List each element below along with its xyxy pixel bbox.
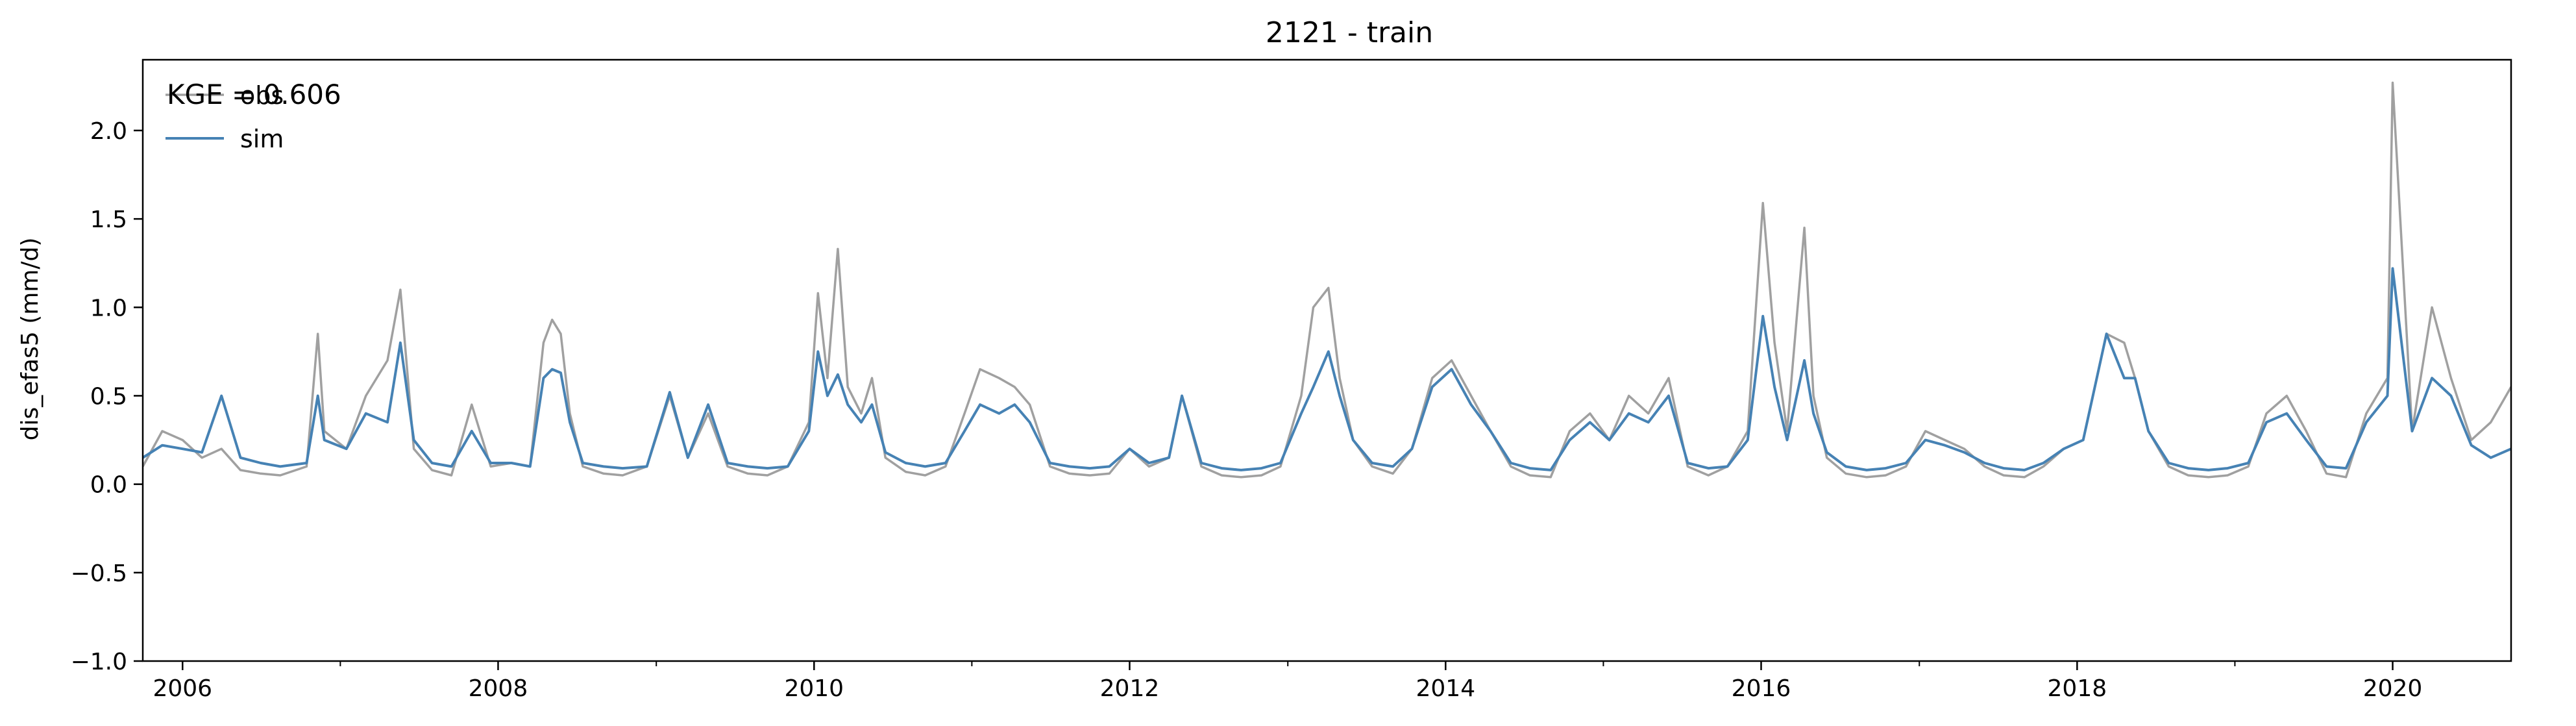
legend: obs sim <box>166 81 284 153</box>
legend-sim-label: sim <box>240 125 284 153</box>
y-tick-label: −0.5 <box>71 560 127 587</box>
x-tick-label: 2020 <box>2363 675 2423 702</box>
y-tick-label: 2.0 <box>90 118 127 145</box>
y-axis: −1.0 −0.5 0.0 0.5 1.0 1.5 2.0 <box>71 118 143 675</box>
y-tick-label: 1.5 <box>90 207 127 233</box>
y-axis-label: dis_efas5 (mm/d) <box>17 238 43 441</box>
series-line-sim <box>143 267 2511 471</box>
x-tick-label: 2010 <box>784 675 844 702</box>
x-tick-label: 2016 <box>1732 675 1791 702</box>
legend-obs-label: obs <box>240 81 284 110</box>
series-layer <box>143 81 2511 479</box>
y-tick-label: 0.0 <box>90 472 127 499</box>
x-tick-label: 2018 <box>2048 675 2107 702</box>
chart-title: 2121 - train <box>1266 16 1433 49</box>
y-tick-label: 0.5 <box>90 383 127 410</box>
x-tick-label: 2008 <box>469 675 528 702</box>
plot-frame <box>141 58 2512 662</box>
x-tick-label: 2014 <box>1416 675 1476 702</box>
x-axis: 2006 2008 2010 2012 2014 2016 2018 2020 <box>153 661 2422 702</box>
x-tick-label: 2012 <box>1100 675 1160 702</box>
x-tick-label: 2006 <box>153 675 212 702</box>
kge-annotation: KGE = 0.606 <box>167 79 341 110</box>
y-tick-label: 1.0 <box>90 295 127 321</box>
y-tick-label: −1.0 <box>71 649 127 675</box>
